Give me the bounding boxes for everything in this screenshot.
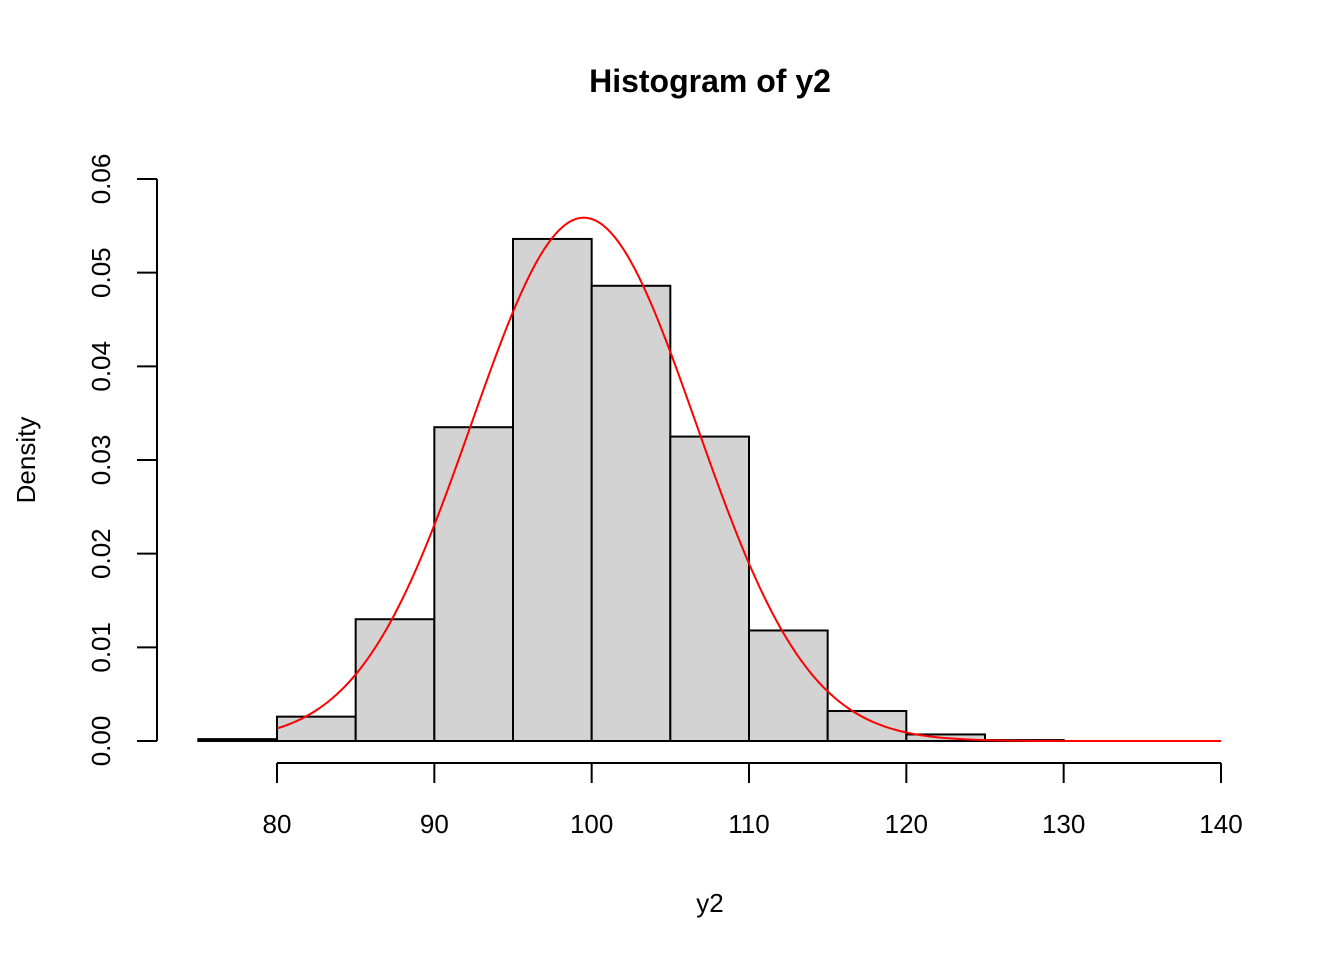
y-tick-label: 0.05 (86, 247, 116, 298)
chart-title: Histogram of y2 (589, 63, 831, 99)
x-axis: 80 90 100 110 120 130 140 (263, 762, 1243, 839)
y-tick-label: 0.04 (86, 341, 116, 392)
histogram-bar (590, 284, 672, 742)
x-tick-label: 90 (420, 809, 449, 839)
x-axis-label: y2 (696, 888, 723, 918)
histogram-bar (669, 435, 750, 742)
histogram-bar (826, 710, 908, 743)
y-tick-label: 0.02 (86, 528, 116, 579)
y-tick-label: 0.06 (86, 154, 116, 205)
histogram-bar (276, 715, 357, 742)
x-tick-label: 140 (1199, 809, 1242, 839)
normal-density-curve (276, 216, 1221, 742)
histogram-bar (512, 237, 593, 743)
x-tick-label: 120 (885, 809, 928, 839)
histogram-bar (433, 426, 515, 742)
y-tick-label: 0.01 (86, 622, 116, 673)
histogram-bar (197, 738, 278, 742)
x-tick-label: 80 (263, 809, 292, 839)
x-tick-label: 130 (1042, 809, 1085, 839)
y-axis: 0.00 0.01 0.02 0.03 0.04 0.05 0.06 (86, 154, 158, 767)
histogram-bar (748, 629, 829, 742)
y-tick-label: 0.03 (86, 435, 116, 486)
y-axis-label: Density (11, 417, 41, 504)
histogram-bars (197, 237, 1065, 743)
y-tick-label: 0.00 (86, 716, 116, 767)
x-tick-label: 100 (570, 809, 613, 839)
x-tick-label: 110 (728, 809, 769, 839)
histogram-bar (354, 618, 436, 743)
